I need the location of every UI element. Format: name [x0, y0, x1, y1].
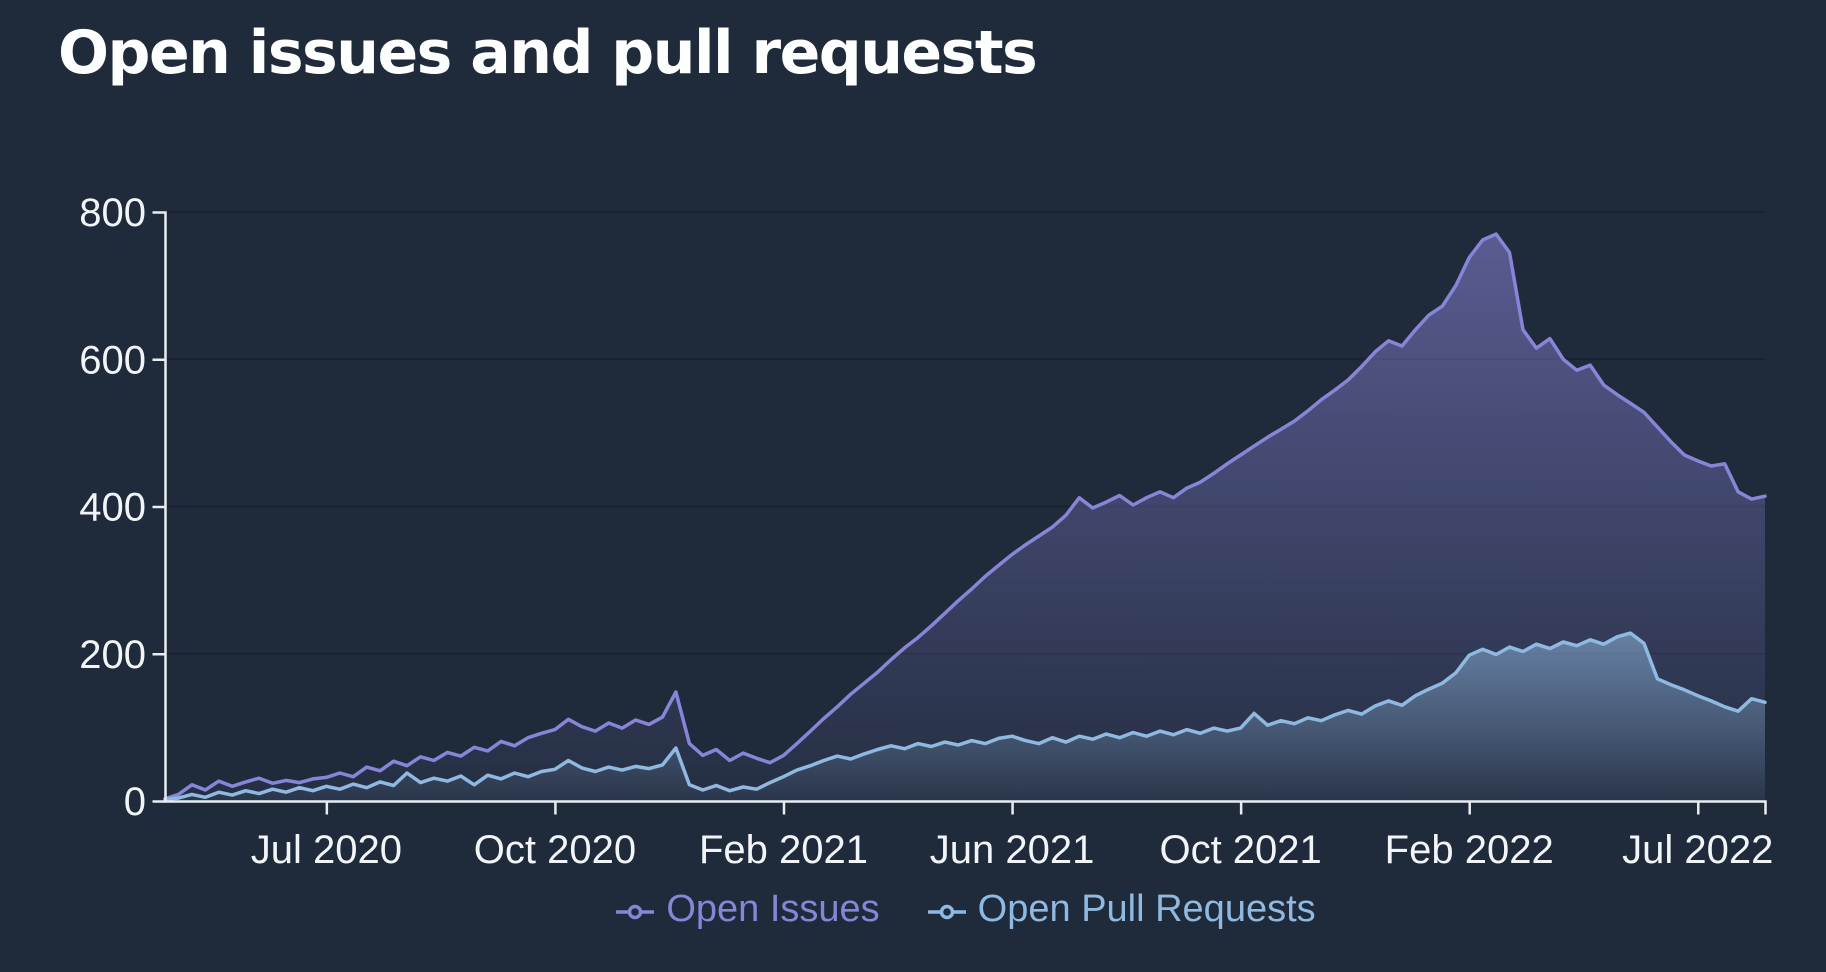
legend-label: Open Issues — [666, 888, 880, 930]
y-axis-label: 200 — [79, 633, 146, 677]
x-axis-label: Feb 2022 — [1385, 828, 1554, 872]
legend-item-open-issues[interactable]: Open Issues — [614, 888, 880, 931]
x-axis-label: Jul 2020 — [251, 828, 402, 872]
legend-label: Open Pull Requests — [977, 888, 1316, 930]
y-axis-label: 800 — [79, 191, 146, 235]
chart-legend: Open Issues Open Pull Requests — [165, 888, 1765, 931]
line-open-issues — [163, 232, 1767, 801]
line-circle-icon — [926, 888, 968, 931]
x-axis-label: Oct 2021 — [1159, 828, 1321, 872]
line-open-pull-requests — [163, 631, 1767, 802]
y-axis-label: 400 — [79, 486, 146, 530]
x-axis-label: Feb 2021 — [699, 828, 868, 872]
line-circle-icon — [614, 888, 656, 931]
chart-title: Open issues and pull requests — [58, 18, 1038, 88]
y-axis-label: 0 — [124, 780, 146, 824]
x-axis-label: Jul 2022 — [1622, 828, 1773, 872]
legend-item-open-pull-requests[interactable]: Open Pull Requests — [926, 888, 1316, 931]
y-axis-label: 600 — [79, 338, 146, 382]
area-open-pull-requests — [165, 633, 1765, 801]
x-axis-label: Jun 2021 — [930, 828, 1095, 872]
x-axis-label: Oct 2020 — [474, 828, 636, 872]
area-open-issues — [165, 234, 1765, 802]
